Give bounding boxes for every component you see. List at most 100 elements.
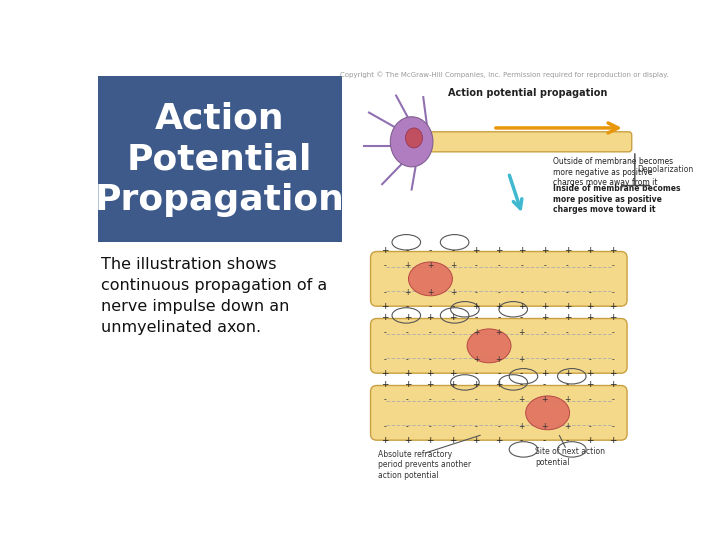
Text: +: + (518, 422, 525, 431)
Text: -: - (406, 302, 409, 312)
Text: -: - (406, 395, 409, 404)
Text: +: + (495, 246, 503, 255)
Text: -: - (543, 261, 546, 270)
Text: -: - (383, 328, 386, 337)
Text: +: + (426, 436, 434, 446)
FancyBboxPatch shape (429, 132, 631, 152)
Text: +: + (587, 246, 594, 255)
Text: +: + (472, 436, 480, 446)
Text: -: - (612, 355, 614, 364)
Text: +: + (381, 380, 388, 389)
Text: +: + (404, 436, 411, 446)
Text: +: + (587, 302, 594, 312)
Text: -: - (520, 380, 523, 389)
Text: -: - (474, 422, 477, 431)
Text: +: + (541, 302, 549, 312)
Text: +: + (541, 369, 549, 379)
Text: Copyright © The McGraw-Hill Companies, Inc. Permission required for reproduction: Copyright © The McGraw-Hill Companies, I… (341, 71, 669, 78)
Text: -: - (498, 313, 500, 322)
Text: +: + (427, 261, 433, 270)
Text: +: + (381, 302, 388, 312)
Text: +: + (564, 395, 570, 404)
Text: +: + (426, 313, 434, 322)
Text: +: + (564, 369, 571, 379)
Text: +: + (449, 436, 456, 446)
Text: +: + (472, 380, 480, 389)
FancyBboxPatch shape (371, 319, 627, 373)
Text: -: - (566, 328, 569, 337)
Text: Inside of membrane becomes
more positive as positive
charges move toward it: Inside of membrane becomes more positive… (554, 184, 681, 214)
Text: -: - (589, 395, 592, 404)
Text: -: - (429, 422, 431, 431)
Text: +: + (541, 313, 549, 322)
Text: +: + (450, 288, 456, 297)
Text: -: - (498, 395, 500, 404)
Ellipse shape (408, 262, 452, 296)
Text: +: + (495, 380, 503, 389)
Text: -: - (589, 355, 592, 364)
Ellipse shape (467, 329, 511, 363)
Text: -: - (589, 261, 592, 270)
Text: -: - (383, 288, 386, 297)
Text: +: + (541, 422, 548, 431)
Text: The illustration shows
continuous propagation of a
nerve impulse down an
unmyeli: The illustration shows continuous propag… (101, 257, 327, 335)
Text: +: + (587, 436, 594, 446)
Text: +: + (427, 288, 433, 297)
Text: -: - (589, 288, 592, 297)
Text: -: - (406, 328, 409, 337)
Text: +: + (587, 380, 594, 389)
Text: -: - (451, 246, 455, 255)
Text: -: - (429, 355, 431, 364)
Ellipse shape (526, 396, 570, 430)
Text: Site of next action
potential: Site of next action potential (535, 448, 605, 467)
Text: +: + (518, 302, 526, 312)
Text: +: + (564, 422, 570, 431)
Text: -: - (474, 288, 477, 297)
Text: +: + (541, 246, 549, 255)
Text: +: + (495, 328, 502, 337)
Text: -: - (612, 288, 614, 297)
Text: -: - (383, 261, 386, 270)
Text: -: - (451, 355, 454, 364)
Text: +: + (404, 380, 411, 389)
Text: +: + (495, 436, 503, 446)
Text: -: - (566, 288, 569, 297)
Text: +: + (587, 313, 594, 322)
Text: -: - (406, 355, 409, 364)
Text: +: + (564, 313, 571, 322)
Text: +: + (495, 355, 502, 364)
Text: +: + (518, 355, 525, 364)
Text: -: - (612, 261, 614, 270)
Text: +: + (381, 369, 388, 379)
Text: +: + (473, 328, 479, 337)
Text: Depolarization: Depolarization (637, 165, 693, 174)
Text: -: - (451, 302, 455, 312)
Text: +: + (426, 369, 434, 379)
Text: -: - (520, 313, 523, 322)
Text: Absolute refractory
period prevents another
action potential: Absolute refractory period prevents anot… (378, 450, 472, 480)
FancyBboxPatch shape (371, 386, 627, 440)
Text: +: + (472, 246, 480, 255)
Text: +: + (426, 380, 434, 389)
Text: -: - (520, 369, 523, 379)
Text: Action potential propagation: Action potential propagation (448, 88, 608, 98)
Text: -: - (521, 288, 523, 297)
Text: +: + (495, 302, 503, 312)
Text: -: - (451, 395, 454, 404)
Text: +: + (518, 395, 525, 404)
Text: -: - (521, 261, 523, 270)
Bar (98, 76, 342, 242)
Text: +: + (381, 246, 388, 255)
Text: -: - (474, 261, 477, 270)
Text: -: - (589, 422, 592, 431)
Text: +: + (518, 246, 526, 255)
Text: +: + (381, 436, 388, 446)
Text: -: - (589, 328, 592, 337)
Text: +: + (473, 355, 479, 364)
Text: -: - (428, 302, 432, 312)
Ellipse shape (405, 128, 423, 148)
Text: -: - (543, 328, 546, 337)
Text: -: - (451, 422, 454, 431)
Text: +: + (404, 369, 411, 379)
Text: -: - (566, 261, 569, 270)
